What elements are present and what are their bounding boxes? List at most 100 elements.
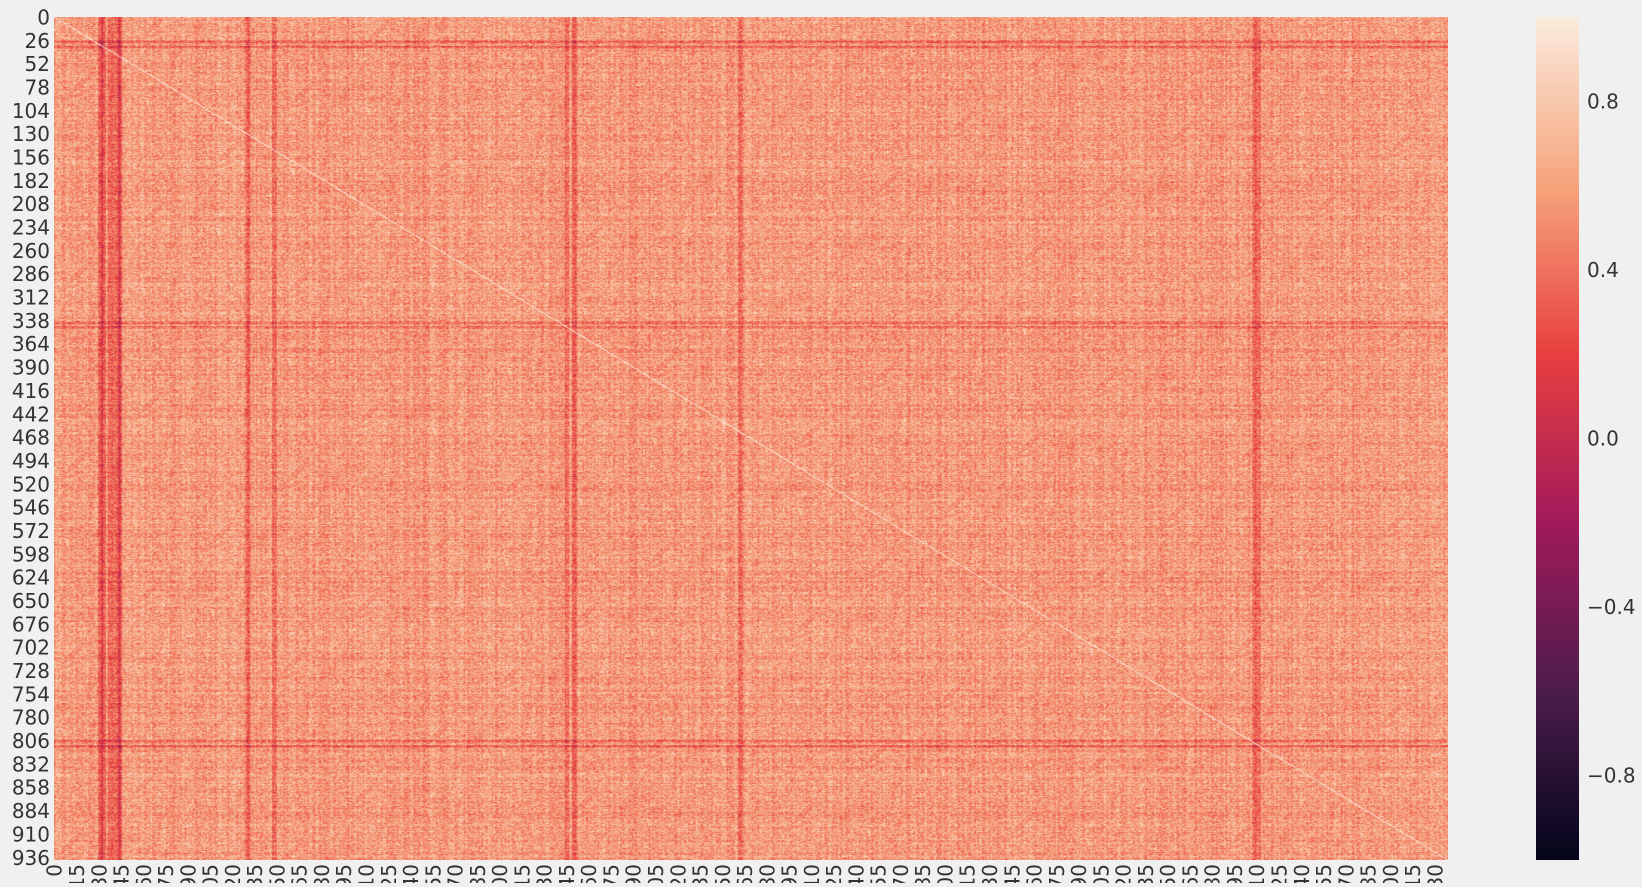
x-tick-label: 255 bbox=[421, 864, 445, 883]
x-tick-label: 75 bbox=[154, 864, 178, 883]
x-tick-label: 705 bbox=[1089, 864, 1113, 883]
x-tick-label: 555 bbox=[867, 864, 891, 883]
y-tick-label: 26 bbox=[25, 29, 50, 53]
x-tick-label: 210 bbox=[354, 864, 378, 883]
y-tick-label: 650 bbox=[12, 589, 50, 613]
y-tick-label: 780 bbox=[12, 706, 50, 730]
y-tick-label: 260 bbox=[12, 239, 50, 263]
x-tick-label: 45 bbox=[110, 864, 134, 883]
y-tick-label: 52 bbox=[25, 52, 50, 76]
y-tick-label: 806 bbox=[12, 729, 50, 753]
x-tick-label: 915 bbox=[1401, 864, 1425, 883]
y-tick-label: 858 bbox=[12, 776, 50, 800]
x-tick-label: 585 bbox=[911, 864, 935, 883]
x-tick-label: 795 bbox=[1223, 864, 1247, 883]
x-tick-label: 675 bbox=[1045, 864, 1069, 883]
x-tick-label: 405 bbox=[644, 864, 668, 883]
y-tick-label: 416 bbox=[12, 379, 50, 403]
y-tick-label: 546 bbox=[12, 496, 50, 520]
y-tick-label: 338 bbox=[12, 309, 50, 333]
x-tick-label: 150 bbox=[265, 864, 289, 883]
y-tick-label: 572 bbox=[12, 519, 50, 543]
y-tick-label: 676 bbox=[12, 612, 50, 636]
x-tick-label: 120 bbox=[221, 864, 245, 883]
x-tick-label: 285 bbox=[466, 864, 490, 883]
x-tick-label: 690 bbox=[1067, 864, 1091, 883]
x-tick-label: 30 bbox=[87, 864, 111, 883]
x-tick-label: 600 bbox=[933, 864, 957, 883]
y-tick-label: 234 bbox=[12, 216, 50, 240]
x-tick-label: 420 bbox=[666, 864, 690, 883]
x-tick-label: 855 bbox=[1312, 864, 1336, 883]
y-tick-label: 520 bbox=[12, 472, 50, 496]
y-tick-label: 936 bbox=[12, 846, 50, 870]
x-axis: 0153045607590105120135150165180195210225… bbox=[43, 864, 1448, 887]
x-tick-label: 525 bbox=[822, 864, 846, 883]
colorbar bbox=[1536, 17, 1579, 860]
x-tick-label: 315 bbox=[510, 864, 534, 883]
y-tick-label: 130 bbox=[12, 122, 50, 146]
x-tick-label: 780 bbox=[1201, 864, 1225, 883]
x-tick-label: 510 bbox=[800, 864, 824, 883]
x-tick-label: 180 bbox=[310, 864, 334, 883]
y-tick-label: 156 bbox=[12, 146, 50, 170]
x-tick-label: 870 bbox=[1334, 864, 1358, 883]
x-tick-label: 645 bbox=[1000, 864, 1024, 883]
x-tick-label: 135 bbox=[243, 864, 267, 883]
y-tick-label: 364 bbox=[12, 332, 50, 356]
y-tick-label: 286 bbox=[12, 262, 50, 286]
x-tick-label: 495 bbox=[778, 864, 802, 883]
x-tick-label: 330 bbox=[533, 864, 557, 883]
colorbar-tick-label: 0.4 bbox=[1587, 258, 1619, 282]
x-tick-label: 930 bbox=[1423, 864, 1447, 883]
x-tick-label: 480 bbox=[755, 864, 779, 883]
heatmap-cells bbox=[54, 17, 1448, 860]
y-tick-label: 884 bbox=[12, 799, 50, 823]
x-tick-label: 105 bbox=[199, 864, 223, 883]
x-tick-label: 375 bbox=[599, 864, 623, 883]
x-tick-label: 810 bbox=[1245, 864, 1269, 883]
y-tick-label: 468 bbox=[12, 426, 50, 450]
y-tick-label: 182 bbox=[12, 169, 50, 193]
y-tick-label: 104 bbox=[12, 99, 50, 123]
x-tick-label: 615 bbox=[956, 864, 980, 883]
colorbar-axis: 0.8 0.4 0.0 −0.4 −0.8 bbox=[1587, 89, 1636, 787]
y-tick-label: 312 bbox=[12, 286, 50, 310]
x-tick-label: 660 bbox=[1023, 864, 1047, 883]
y-tick-label: 390 bbox=[12, 356, 50, 380]
y-tick-label: 754 bbox=[12, 682, 50, 706]
x-tick-label: 825 bbox=[1268, 864, 1292, 883]
x-tick-label: 90 bbox=[176, 864, 200, 883]
y-tick-label: 702 bbox=[12, 636, 50, 660]
x-tick-label: 360 bbox=[577, 864, 601, 883]
colorbar-tick-label: 0.8 bbox=[1587, 89, 1619, 113]
x-tick-label: 60 bbox=[132, 864, 156, 883]
x-tick-label: 570 bbox=[889, 864, 913, 883]
y-tick-label: 624 bbox=[12, 566, 50, 590]
y-tick-label: 0 bbox=[37, 5, 50, 29]
y-tick-label: 598 bbox=[12, 542, 50, 566]
colorbar-tick-label: 0.0 bbox=[1587, 427, 1619, 451]
x-tick-label: 630 bbox=[978, 864, 1002, 883]
colorbar-tick-label: −0.4 bbox=[1587, 595, 1636, 619]
x-tick-label: 840 bbox=[1290, 864, 1314, 883]
y-tick-label: 208 bbox=[12, 192, 50, 216]
x-tick-label: 435 bbox=[689, 864, 713, 883]
y-tick-label: 728 bbox=[12, 659, 50, 683]
y-axis: 0265278104130156182208234260286312338364… bbox=[12, 5, 50, 869]
y-tick-label: 442 bbox=[12, 402, 50, 426]
x-tick-label: 390 bbox=[622, 864, 646, 883]
x-tick-label: 15 bbox=[65, 864, 89, 883]
x-tick-label: 750 bbox=[1156, 864, 1180, 883]
x-tick-label: 345 bbox=[555, 864, 579, 883]
x-tick-label: 450 bbox=[711, 864, 735, 883]
x-tick-label: 270 bbox=[444, 864, 468, 883]
y-tick-label: 832 bbox=[12, 752, 50, 776]
x-tick-label: 765 bbox=[1178, 864, 1202, 883]
x-tick-label: 735 bbox=[1134, 864, 1158, 883]
x-tick-label: 0 bbox=[43, 864, 67, 877]
x-tick-label: 900 bbox=[1379, 864, 1403, 883]
x-tick-label: 165 bbox=[288, 864, 312, 883]
y-tick-label: 910 bbox=[12, 822, 50, 846]
